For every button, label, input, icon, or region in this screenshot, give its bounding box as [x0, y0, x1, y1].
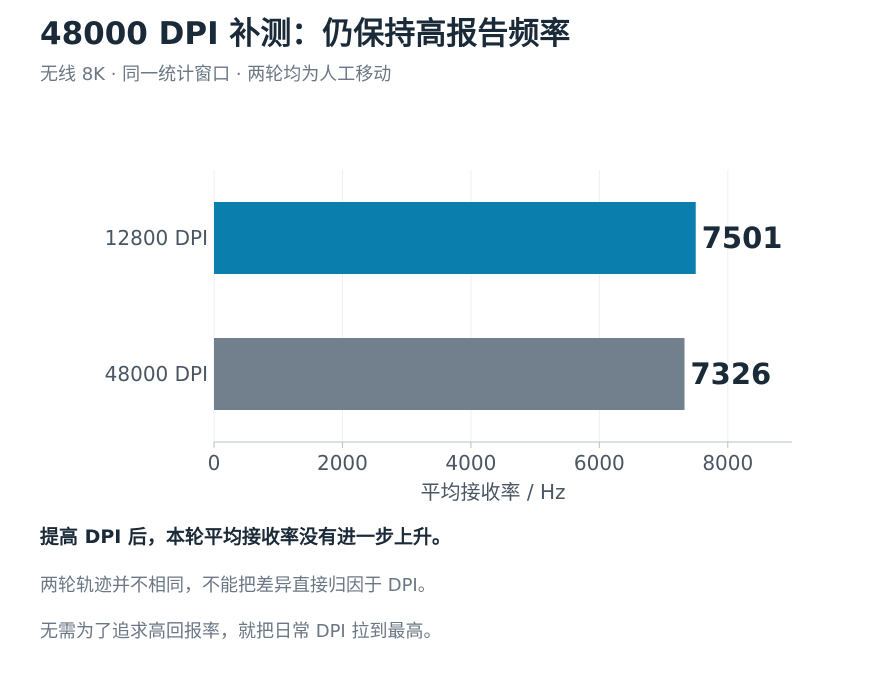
- page-subtitle: 无线 8K · 同一统计窗口 · 两轮均为人工移动: [40, 64, 392, 85]
- bar: [214, 338, 685, 410]
- bars: [214, 202, 696, 410]
- note-line-1: 两轮轨迹并不相同，不能把差异直接归因于 DPI。: [40, 575, 436, 596]
- note-main: 提高 DPI 后，本轮平均接收率没有进一步上升。: [40, 526, 451, 548]
- x-tick-label: 8000: [702, 451, 753, 475]
- x-tick-label: 4000: [445, 451, 496, 475]
- x-axis-ticks: 0 2000 4000 6000 8000: [208, 442, 753, 475]
- x-tick-label: 0: [208, 451, 221, 475]
- y-tick-label: 48000 DPI: [105, 362, 208, 386]
- value-label: 7501: [702, 221, 783, 255]
- x-tick-label: 6000: [574, 451, 625, 475]
- value-label: 7326: [690, 357, 771, 391]
- note-line-2: 无需为了追求高回报率，就把日常 DPI 拉到最高。: [40, 621, 442, 642]
- bar-chart: 12800 DPI 48000 DPI 7501 7326 0 2000 4000 600…: [105, 170, 792, 504]
- value-labels: 7501 7326: [690, 221, 782, 391]
- x-tick-label: 2000: [317, 451, 368, 475]
- y-axis-labels: 12800 DPI 48000 DPI: [105, 226, 208, 386]
- notes: 提高 DPI 后，本轮平均接收率没有进一步上升。 两轮轨迹并不相同，不能把差异直…: [40, 522, 451, 663]
- x-axis-label: 平均接收率 / Hz: [421, 480, 566, 504]
- page-title: 48000 DPI 补测：仍保持高报告频率: [40, 16, 571, 52]
- y-tick-label: 12800 DPI: [105, 226, 208, 250]
- bar: [214, 202, 696, 274]
